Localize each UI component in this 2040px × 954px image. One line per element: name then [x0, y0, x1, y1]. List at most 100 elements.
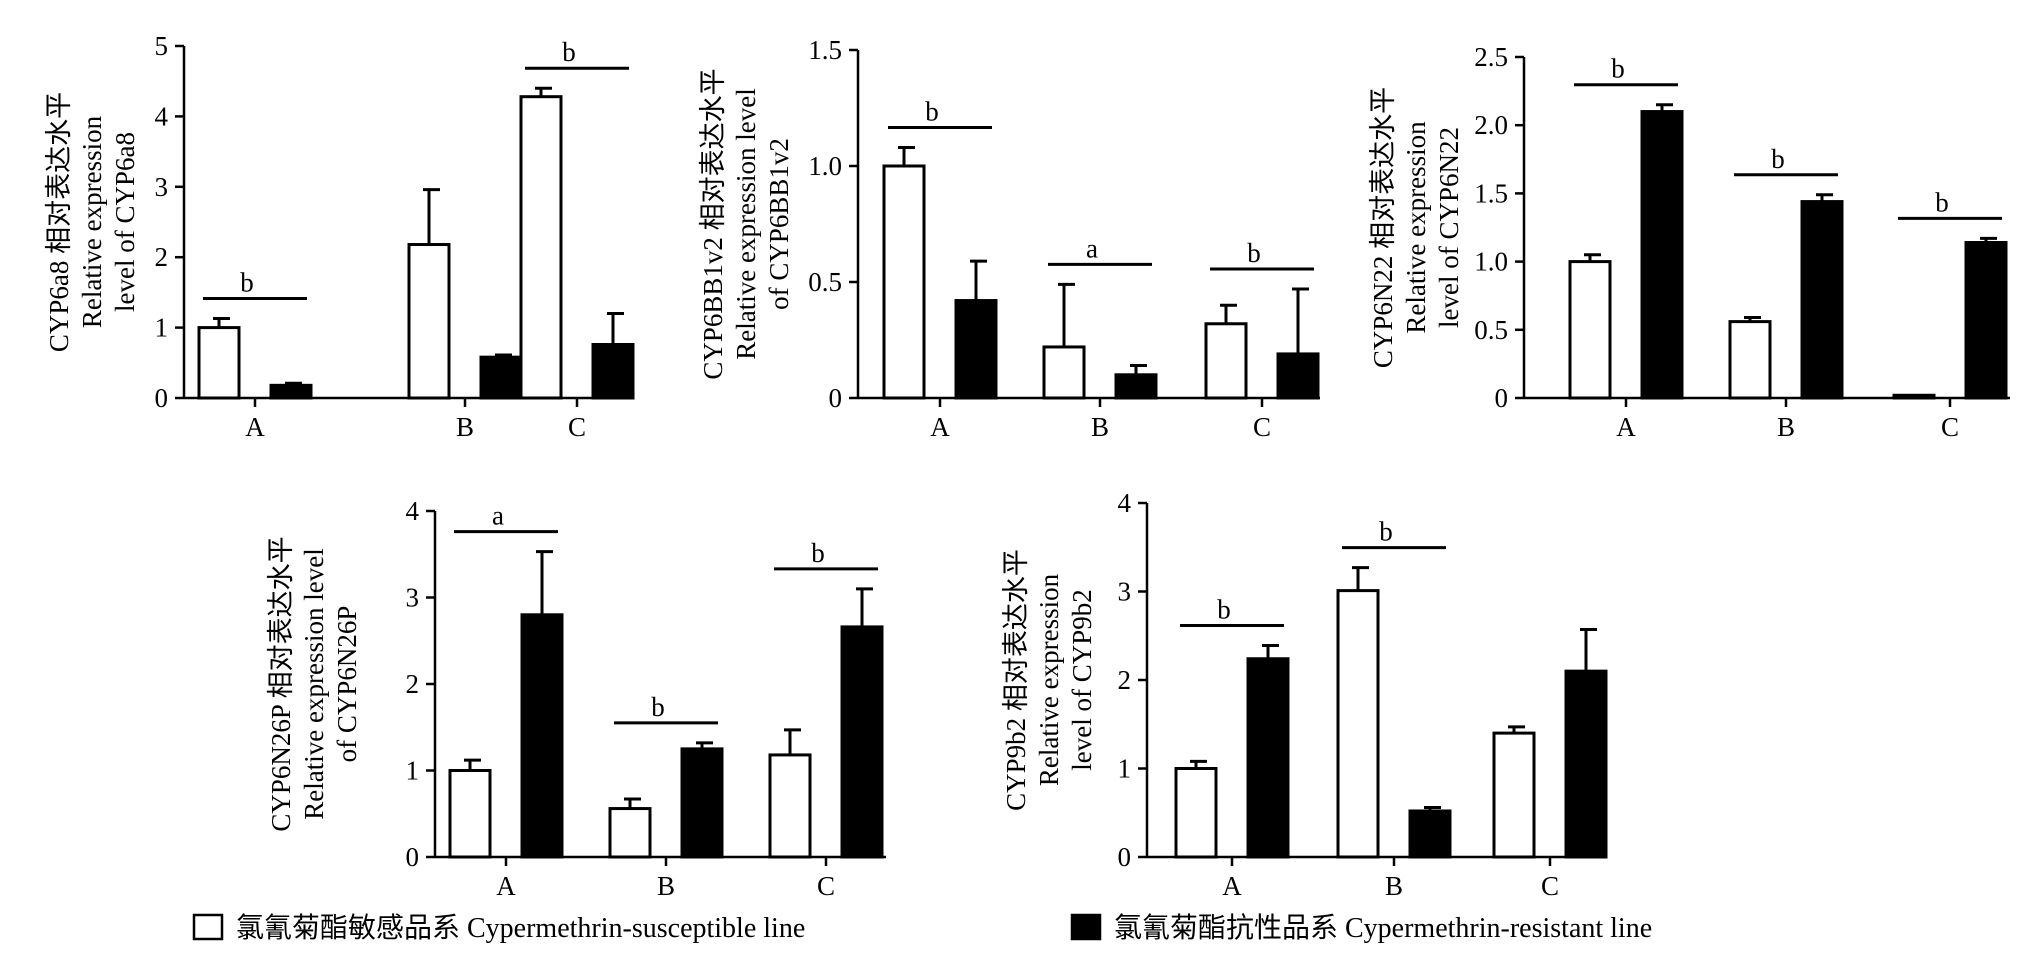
y-tick-label: 2.0 — [1474, 110, 1508, 140]
x-tick-label: B — [1091, 412, 1109, 442]
bar-resistant — [840, 625, 884, 859]
bar-susceptible — [1892, 393, 1936, 400]
y-tick-label: 3 — [406, 583, 420, 613]
y-axis-label-line: level of CYP6a8 — [110, 132, 140, 312]
bar-resistant — [680, 747, 724, 859]
y-tick-label: 1.5 — [1474, 178, 1508, 208]
significance-label: b — [925, 96, 939, 126]
bar-resistant — [1564, 669, 1608, 859]
bar-susceptible — [608, 807, 652, 859]
bar-susceptible — [1204, 322, 1248, 400]
y-axis-label-line: level of CYP6N22 — [1434, 127, 1464, 328]
y-tick-label: 2 — [155, 242, 169, 272]
y-tick-label: 1.0 — [1474, 247, 1508, 277]
y-tick-label: 1 — [406, 756, 420, 786]
y-axis-label: CYP9b2 相对表达水平 Relative expression level of… — [1001, 549, 1097, 811]
significance-label: b — [562, 37, 576, 67]
x-tick-label: B — [657, 871, 675, 901]
y-tick-label: 0.5 — [1474, 315, 1508, 345]
y-axis-label-line: CYP6BB1v2 相对表达水平 — [698, 68, 728, 379]
significance-label: b — [651, 692, 665, 722]
bar-susceptible — [197, 326, 241, 400]
bar-resistant — [591, 342, 635, 400]
chart-panel-4: 0 1 2 3 4 Aa Bb Cb CYP6N26P 相对表达水平 Relative expre… — [266, 496, 886, 901]
significance-label: b — [240, 267, 254, 297]
significance-label: b — [1935, 187, 1949, 217]
y-tick-label: 0 — [829, 383, 843, 413]
y-tick-label: 0 — [406, 842, 420, 872]
y-tick-label: 5 — [155, 31, 169, 61]
y-axis-label: CYP6BB1v2 相对表达水平 Relative expression leve… — [698, 68, 794, 379]
significance-label: b — [1611, 54, 1625, 84]
y-tick-label: 0 — [1495, 383, 1509, 413]
y-axis-label-line: of CYP6BB1v2 — [764, 138, 794, 310]
bar-resistant — [1640, 110, 1684, 400]
y-tick-label: 2.5 — [1474, 42, 1508, 72]
y-tick-label: 1 — [1118, 754, 1132, 784]
y-tick-label: 1.0 — [808, 151, 842, 181]
y-axis-label-line: CYP6a8 相对表达水平 — [44, 92, 74, 352]
y-axis-label-line: of CYP6N26P — [332, 606, 362, 763]
chart-panel-3: 0 0.5 1.0 1.5 2.0 2.5 Ab Bb Cb CYP6N22 相对表达水平 Rela… — [1368, 42, 2010, 442]
bar-resistant — [1800, 200, 1844, 400]
y-axis-label-line: Relative expression level — [731, 88, 761, 359]
x-tick-label: C — [568, 412, 586, 442]
legend-label-resistant: 氯氰菊酯抗性品系 Cypermethrin-resistant line — [1114, 912, 1652, 944]
bar-resistant — [269, 383, 313, 400]
y-axis-label: CYP6a8 相对表达水平 Relative expression level of… — [44, 92, 140, 352]
y-axis-label: CYP6N26P 相对表达水平 Relative expression level… — [266, 536, 362, 831]
significance-label: b — [1247, 238, 1261, 268]
bar-resistant — [1408, 809, 1452, 859]
bar-susceptible — [1336, 589, 1380, 859]
bar-susceptible — [1728, 320, 1772, 400]
bar-susceptible — [882, 164, 926, 400]
x-tick-label: B — [456, 412, 474, 442]
significance-label: b — [811, 538, 825, 568]
significance-label: a — [1086, 233, 1098, 263]
y-axis-label-line: CYP6N22 相对表达水平 — [1368, 87, 1398, 368]
x-tick-label: A — [930, 412, 950, 442]
chart-panel-1: 0 1 2 3 4 5 Ab B Cb CYP6a8 相对表达水平 Relative express… — [44, 31, 635, 442]
x-tick-label: A — [1616, 412, 1636, 442]
bar-resistant — [1276, 352, 1320, 400]
y-tick-label: 3 — [1118, 577, 1132, 607]
y-axis-label-line: level of CYP9b2 — [1067, 589, 1097, 771]
y-axis-label-line: Relative expression level — [299, 548, 329, 819]
y-tick-label: 3 — [155, 172, 169, 202]
bar-resistant — [1246, 657, 1290, 859]
y-tick-label: 4 — [155, 101, 169, 131]
chart-panel-2: 0 0.5 1.0 1.5 Ab Ba Cb CYP6BB1v2 相对表达水平 Relative… — [698, 35, 1320, 442]
bar-susceptible — [407, 243, 451, 400]
y-tick-label: 0 — [1118, 842, 1132, 872]
y-tick-label: 2 — [1118, 665, 1132, 695]
y-tick-label: 4 — [406, 496, 420, 526]
y-tick-label: 0 — [155, 383, 169, 413]
x-tick-label: B — [1385, 871, 1403, 901]
significance-label: b — [1771, 144, 1785, 174]
bar-susceptible — [448, 769, 492, 859]
x-tick-label: C — [1253, 412, 1271, 442]
x-tick-label: C — [1541, 871, 1559, 901]
y-tick-label: 1.5 — [808, 35, 842, 65]
bar-resistant — [1114, 373, 1158, 400]
bar-resistant — [1964, 241, 2008, 400]
bar-susceptible — [1042, 345, 1086, 400]
y-axis-label-line: Relative expression — [77, 115, 107, 328]
y-axis-label-line: CYP6N26P 相对表达水平 — [266, 536, 296, 831]
y-tick-label: 4 — [1118, 488, 1132, 518]
x-tick-label: A — [245, 412, 265, 442]
y-tick-label: 2 — [406, 669, 420, 699]
significance-label: a — [492, 501, 504, 531]
chart-panel-5: 0 1 2 3 4 Ab Bb C CYP9b2 相对表达水平 Relative expressi… — [1001, 488, 1608, 901]
y-axis-label-line: CYP9b2 相对表达水平 — [1001, 549, 1031, 811]
bar-susceptible — [768, 753, 812, 859]
bar-susceptible — [519, 95, 563, 400]
x-tick-label: C — [1941, 412, 1959, 442]
legend-swatch-susceptible — [192, 913, 224, 941]
bar-resistant — [479, 355, 523, 400]
x-tick-label: A — [1222, 871, 1242, 901]
y-tick-label: 1 — [155, 313, 169, 343]
bar-resistant — [520, 613, 564, 859]
